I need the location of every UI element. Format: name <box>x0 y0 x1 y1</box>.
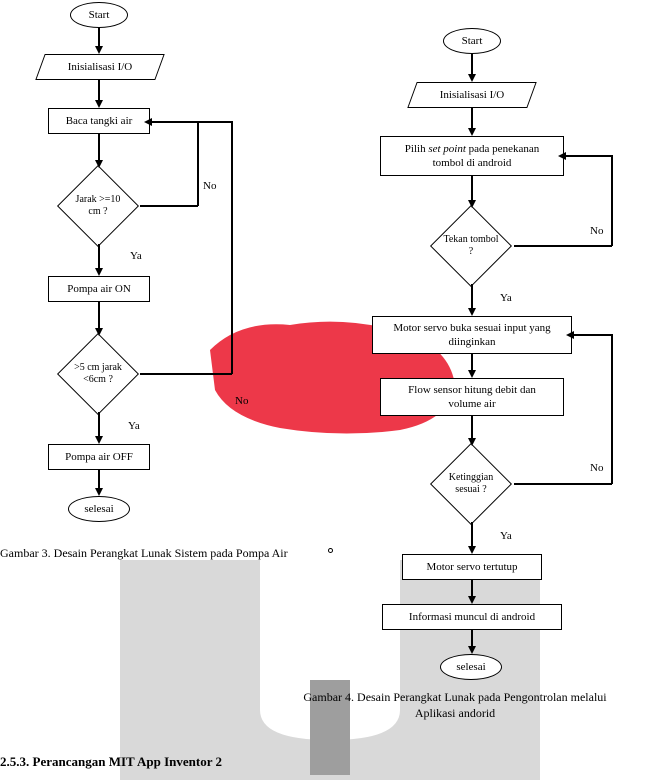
right-servo-close-text: Motor servo tertutup <box>426 561 517 573</box>
right-dec1-l2: ? <box>469 246 473 257</box>
right-start-text: Start <box>462 35 483 47</box>
left-pump-on: Pompa air ON <box>48 276 150 302</box>
right-servo-open: Motor servo buka sesuai input yang diing… <box>372 316 572 354</box>
right-setpoint: Pilih set point pada penekanan tombol di… <box>380 136 564 176</box>
left-no-2: No <box>235 395 248 407</box>
left-decision-range: >5 cm jarak <6cm ? <box>50 336 146 412</box>
right-dec2-l1: Ketinggian <box>449 472 493 483</box>
right-caption: Gambar 4. Desain Perangkat Lunak pada Pe… <box>275 690 635 721</box>
left-dec1-l1: Jarak >=10 <box>76 194 121 205</box>
left-init-text: Inisialisasi I/O <box>68 61 132 73</box>
right-decision-height: Ketinggian sesuai ? <box>423 446 519 522</box>
left-pump-off-text: Pompa air OFF <box>65 451 133 463</box>
right-flow-sensor: Flow sensor hitung debit dan volume air <box>380 378 564 416</box>
right-start: Start <box>443 28 501 54</box>
left-read-tank: Baca tangki air <box>48 108 150 134</box>
right-decision-button: Tekan tombol ? <box>423 208 519 284</box>
left-dec2-l1: >5 cm jarak <box>74 362 122 373</box>
left-decision-distance: Jarak >=10 cm ? <box>50 168 146 244</box>
left-start-text: Start <box>89 9 110 21</box>
right-end-text: selesai <box>456 661 485 673</box>
left-end-text: selesai <box>84 503 113 515</box>
left-dec2-l2: <6cm ? <box>83 374 113 385</box>
section-heading: 2.5.3. Perancangan MIT App Inventor 2 <box>0 754 222 770</box>
left-dec1-l2: cm ? <box>88 206 107 217</box>
left-pump-off: Pompa air OFF <box>48 444 150 470</box>
right-servo-open-text: Motor servo buka sesuai input yang diing… <box>393 321 550 350</box>
right-ya-1: Ya <box>500 292 512 304</box>
right-info: Informasi muncul di android <box>382 604 562 630</box>
left-read-tank-text: Baca tangki air <box>66 115 133 127</box>
right-servo-close: Motor servo tertutup <box>402 554 542 580</box>
left-no-1: No <box>203 180 216 192</box>
left-init-io: Inisialisasi I/O <box>40 54 160 80</box>
left-ya-2: Ya <box>128 420 140 432</box>
left-caption: Gambar 3. Desain Perangkat Lunak Sistem … <box>0 546 288 561</box>
left-ya-1: Ya <box>130 250 142 262</box>
right-end: selesai <box>440 654 502 680</box>
right-init-io: Inisialisasi I/O <box>412 82 532 108</box>
right-dec1-l1: Tekan tombol <box>443 234 498 245</box>
left-start: Start <box>70 2 128 28</box>
right-dec2-l2: sesuai ? <box>455 484 486 495</box>
right-ya-2: Ya <box>500 530 512 542</box>
right-no-2: No <box>590 462 603 474</box>
right-flow-text: Flow sensor hitung debit dan volume air <box>408 383 536 412</box>
right-setpoint-text: Pilih set point pada penekanan tombol di… <box>405 142 539 171</box>
right-init-text: Inisialisasi I/O <box>440 89 504 101</box>
left-pump-on-text: Pompa air ON <box>67 283 131 295</box>
left-end: selesai <box>68 496 130 522</box>
right-info-text: Informasi muncul di android <box>409 611 535 623</box>
right-no-1: No <box>590 225 603 237</box>
